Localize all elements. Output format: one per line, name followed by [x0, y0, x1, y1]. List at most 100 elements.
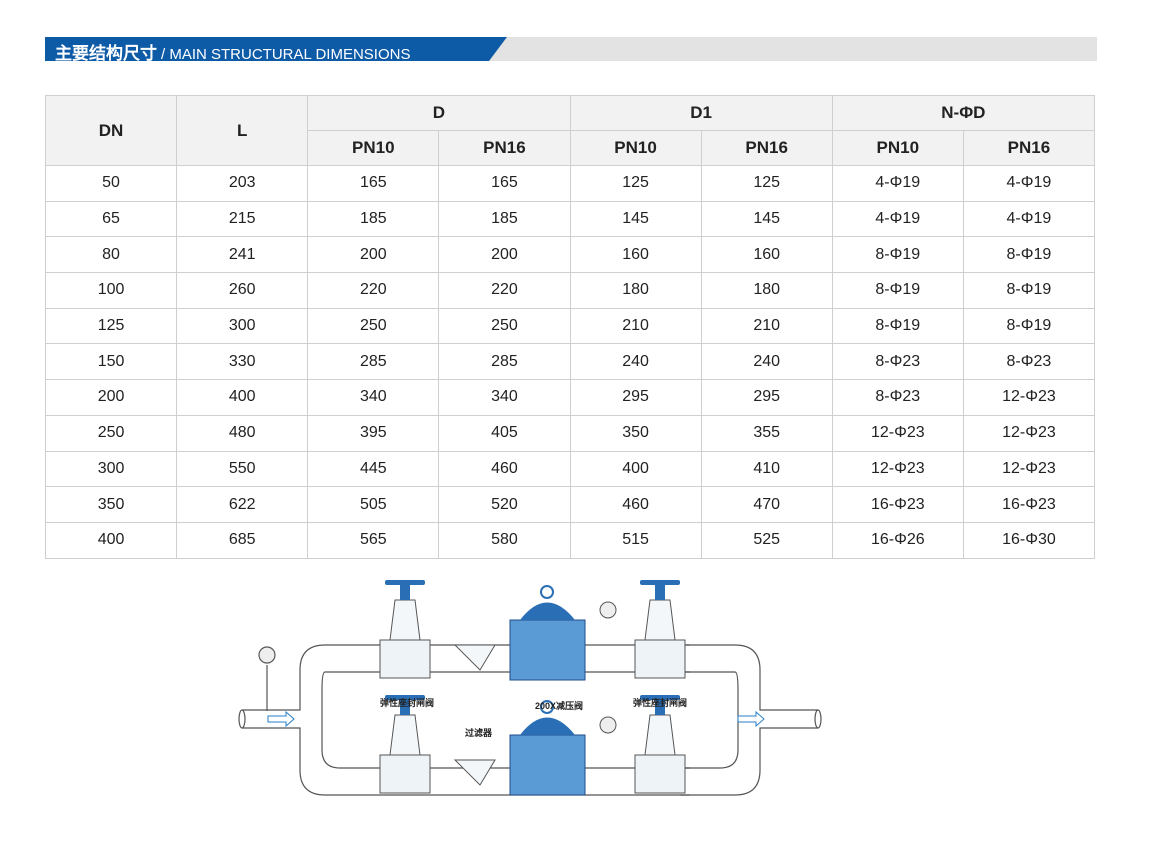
- filter: [453, 644, 496, 671]
- table-row: 100 260 220 220 180 180 8-Φ19 8-Φ19: [44, 272, 1096, 309]
- table-cell: 340: [438, 379, 571, 416]
- table-cell: 580: [438, 521, 571, 559]
- table-cell: 8-Φ23: [962, 343, 1096, 381]
- table-cell: 185: [307, 200, 440, 238]
- table-cell: 8-Φ19: [831, 272, 964, 309]
- table-cell: 200: [438, 236, 571, 274]
- table-cell: 8-Φ19: [962, 236, 1096, 274]
- table-cell: 220: [438, 272, 571, 309]
- section-title-cn: 主要结构尺寸: [55, 44, 157, 63]
- table-cell: 525: [700, 521, 833, 559]
- table-cell: 8-Φ23: [831, 379, 964, 416]
- table-cell: 622: [176, 486, 309, 523]
- table-cell: 203: [176, 165, 309, 202]
- table-cell: 240: [700, 343, 833, 381]
- table-row: 80 241 200 200 160 160 8-Φ19 8-Φ19: [44, 236, 1096, 274]
- table-cell: 400: [569, 450, 702, 488]
- valve-installation-diagram: [238, 580, 822, 796]
- table-cell: 260: [176, 272, 309, 309]
- label-gate-valve-right: 弹性座封闸阀: [633, 698, 688, 708]
- table-cell: 355: [700, 414, 833, 452]
- table-cell: 460: [438, 450, 571, 488]
- table-cell: 550: [176, 450, 309, 488]
- table-cell: 405: [438, 414, 571, 452]
- table-cell: 125: [569, 165, 702, 202]
- header-pn10: PN10: [569, 130, 702, 166]
- table-cell: 160: [569, 236, 702, 274]
- table-cell: 16-Φ23: [831, 486, 964, 523]
- table-cell: 515: [569, 521, 702, 559]
- table-cell: 4-Φ19: [831, 200, 964, 238]
- table-row: 400 685 565 580 515 525 16-Φ26 16-Φ30: [44, 521, 1096, 559]
- table-cell: 12-Φ23: [962, 414, 1096, 452]
- table-cell: 295: [700, 379, 833, 416]
- table-cell: 8-Φ19: [831, 307, 964, 345]
- pressure-gauge: [599, 601, 617, 619]
- header-pn10: PN10: [831, 130, 964, 166]
- table-cell: 340: [307, 379, 440, 416]
- label-reducing-valve: 200X减压阀: [535, 701, 584, 711]
- table-cell: 4-Φ19: [962, 200, 1096, 238]
- table-row: 50 203 165 165 125 125 4-Φ19 4-Φ19: [44, 165, 1096, 202]
- table-cell: 80: [44, 236, 178, 274]
- table-cell: 16-Φ30: [962, 521, 1096, 559]
- header-pn16: PN16: [962, 130, 1096, 166]
- table-cell: 12-Φ23: [962, 450, 1096, 488]
- section-title-en: / MAIN STRUCTURAL DIMENSIONS: [161, 46, 411, 63]
- table-cell: 565: [307, 521, 440, 559]
- table-cell: 505: [307, 486, 440, 523]
- table-cell: 150: [44, 343, 178, 381]
- table-cell: 400: [44, 521, 178, 559]
- table-cell: 210: [569, 307, 702, 345]
- table-cell: 400: [176, 379, 309, 416]
- header-d: D: [307, 95, 571, 131]
- filter: [453, 759, 496, 786]
- table-cell: 16-Φ23: [962, 486, 1096, 523]
- table-cell: 215: [176, 200, 309, 238]
- table-cell: 200: [44, 379, 178, 416]
- table-cell: 520: [438, 486, 571, 523]
- banner-accent: [45, 37, 507, 61]
- table-cell: 445: [307, 450, 440, 488]
- section-banner: 主要结构尺寸 / MAIN STRUCTURAL DIMENSIONS: [45, 37, 1097, 63]
- table-cell: 350: [44, 486, 178, 523]
- table-cell: 460: [569, 486, 702, 523]
- table-cell: 330: [176, 343, 309, 381]
- table-cell: 12-Φ23: [831, 450, 964, 488]
- table-cell: 8-Φ19: [831, 236, 964, 274]
- table-cell: 4-Φ19: [831, 165, 964, 202]
- label-gate-valve-left: 弹性座封闸阀: [380, 698, 435, 708]
- table-cell: 160: [700, 236, 833, 274]
- table-cell: 180: [569, 272, 702, 309]
- table-cell: 685: [176, 521, 309, 559]
- table-cell: 200: [307, 236, 440, 274]
- reducing-valve: [509, 619, 586, 681]
- table-cell: 16-Φ26: [831, 521, 964, 559]
- table-cell: 12-Φ23: [962, 379, 1096, 416]
- table-cell: 8-Φ19: [962, 272, 1096, 309]
- table-cell: 12-Φ23: [831, 414, 964, 452]
- table-row: 65 215 185 185 145 145 4-Φ19 4-Φ19: [44, 200, 1096, 238]
- table-cell: 285: [307, 343, 440, 381]
- table-cell: 50: [44, 165, 178, 202]
- table-cell: 165: [307, 165, 440, 202]
- header-n-phid: N-ΦD: [831, 95, 1096, 131]
- table-cell: 470: [700, 486, 833, 523]
- table-cell: 8-Φ23: [831, 343, 964, 381]
- table-cell: 300: [44, 450, 178, 488]
- dimensions-table: DN L D D1 N-ΦD PN10 PN16 PN10 PN16 PN10 …: [44, 95, 1096, 559]
- table-row: 250 480 395 405 350 355 12-Φ23 12-Φ23: [44, 414, 1096, 452]
- header-pn16: PN16: [700, 130, 833, 166]
- header-pn10: PN10: [307, 130, 440, 166]
- table-cell: 410: [700, 450, 833, 488]
- table-row: 125 300 250 250 210 210 8-Φ19 8-Φ19: [44, 307, 1096, 345]
- table-cell: 250: [44, 414, 178, 452]
- table-cell: 145: [569, 200, 702, 238]
- header-l: L: [176, 95, 309, 166]
- table-cell: 241: [176, 236, 309, 274]
- table-cell: 220: [307, 272, 440, 309]
- table-cell: 125: [700, 165, 833, 202]
- table-cell: 240: [569, 343, 702, 381]
- table-cell: 145: [700, 200, 833, 238]
- table-cell: 395: [307, 414, 440, 452]
